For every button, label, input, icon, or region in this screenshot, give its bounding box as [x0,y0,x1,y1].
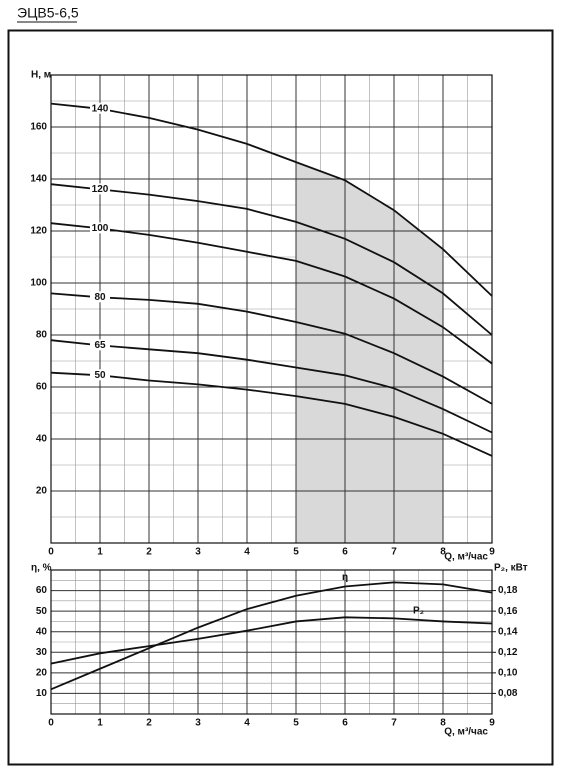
x-tick-label: 8 [440,547,446,558]
y2-tick-label: 0,10 [498,667,518,678]
x-tick-label: 5 [293,547,299,558]
curve-label-bg [90,183,110,195]
x-tick-label: 0 [48,547,54,558]
y-tick-label: 140 [30,174,47,185]
y2-tick-label: 0,08 [498,688,518,699]
y-tick-label: 50 [36,606,48,617]
curve-label-bg [90,102,110,114]
curve [50,292,493,405]
curve-label: 80 [94,292,106,303]
x-tick-label: 7 [391,547,397,558]
y-tick-label: 20 [36,486,48,497]
y-axis-label: η, % [31,563,52,574]
y-tick-label: 40 [36,626,48,637]
x-tick-label: 1 [97,718,103,729]
curve [50,339,493,434]
y2-tick-label: 0,16 [498,606,518,617]
y-tick-label: 160 [30,122,47,133]
y-tick-label: 30 [36,647,48,658]
curve [50,102,493,297]
x-tick-label: 6 [342,718,348,729]
x-tick-label: 3 [195,547,201,558]
x-tick-label: 2 [146,547,152,558]
plot-frame [50,74,493,544]
y-tick-label: 60 [36,585,48,596]
curve-label: 140 [92,103,109,114]
x-tick-label: 1 [97,547,103,558]
x-tick-label: 2 [146,718,152,729]
curve-label: 50 [94,370,106,381]
x-axis-label: Q, м³/час [444,552,488,563]
curve [50,616,493,665]
x-axis-label: Q, м³/час [444,727,488,738]
y2-tick-label: 0,18 [498,585,518,596]
y-tick-label: 40 [36,434,48,445]
y-tick-label: 20 [36,667,48,678]
x-tick-label: 4 [244,547,250,558]
page-title: ЭЦВ5-6,5 [17,5,79,21]
curve-label: 100 [92,223,109,234]
y-tick-label: 60 [36,382,48,393]
curve-label: P₂ [413,606,424,617]
plot-frame [50,569,493,715]
curve [50,222,493,365]
x-tick-label: 4 [244,718,250,729]
curve-label: 120 [92,184,109,195]
curve [50,581,493,691]
page-border [7,29,554,766]
y-tick-label: 100 [30,278,47,289]
curve-label-bg [90,222,110,234]
y-tick-label: 10 [36,688,48,699]
x-tick-label: 9 [489,547,495,558]
x-tick-label: 6 [342,547,348,558]
recommended-range [296,162,443,543]
curve-label: 65 [94,340,106,351]
y2-tick-label: 0,14 [498,626,518,637]
curve-label: η [342,572,348,583]
y2-axis-label: P₂, кВт [494,563,528,574]
y-axis-label: H, м [31,70,51,81]
curve-label-bg [90,339,110,351]
x-tick-label: 9 [489,718,495,729]
x-tick-label: 3 [195,718,201,729]
curve-label-bg [90,291,110,303]
x-tick-label: 7 [391,718,397,729]
curve [50,371,493,457]
curve-label-bg [90,369,110,381]
x-tick-label: 5 [293,718,299,729]
curve [50,183,493,336]
head-chart: 0 1 2 3 4 5 6 7 8 9 20 40 60 80 100 120 140 160 Q, м³/час H… [30,70,495,563]
x-tick-label: 0 [48,718,54,729]
efficiency-chart: 0 1 2 3 4 5 6 7 8 9 10 20 30 40 50 60 0,08 0,10 0,12 0,14 0,… [31,563,528,738]
y-tick-label: 80 [36,330,48,341]
y-tick-label: 120 [30,226,47,237]
y2-tick-label: 0,12 [498,647,518,658]
x-tick-label: 8 [440,718,446,729]
